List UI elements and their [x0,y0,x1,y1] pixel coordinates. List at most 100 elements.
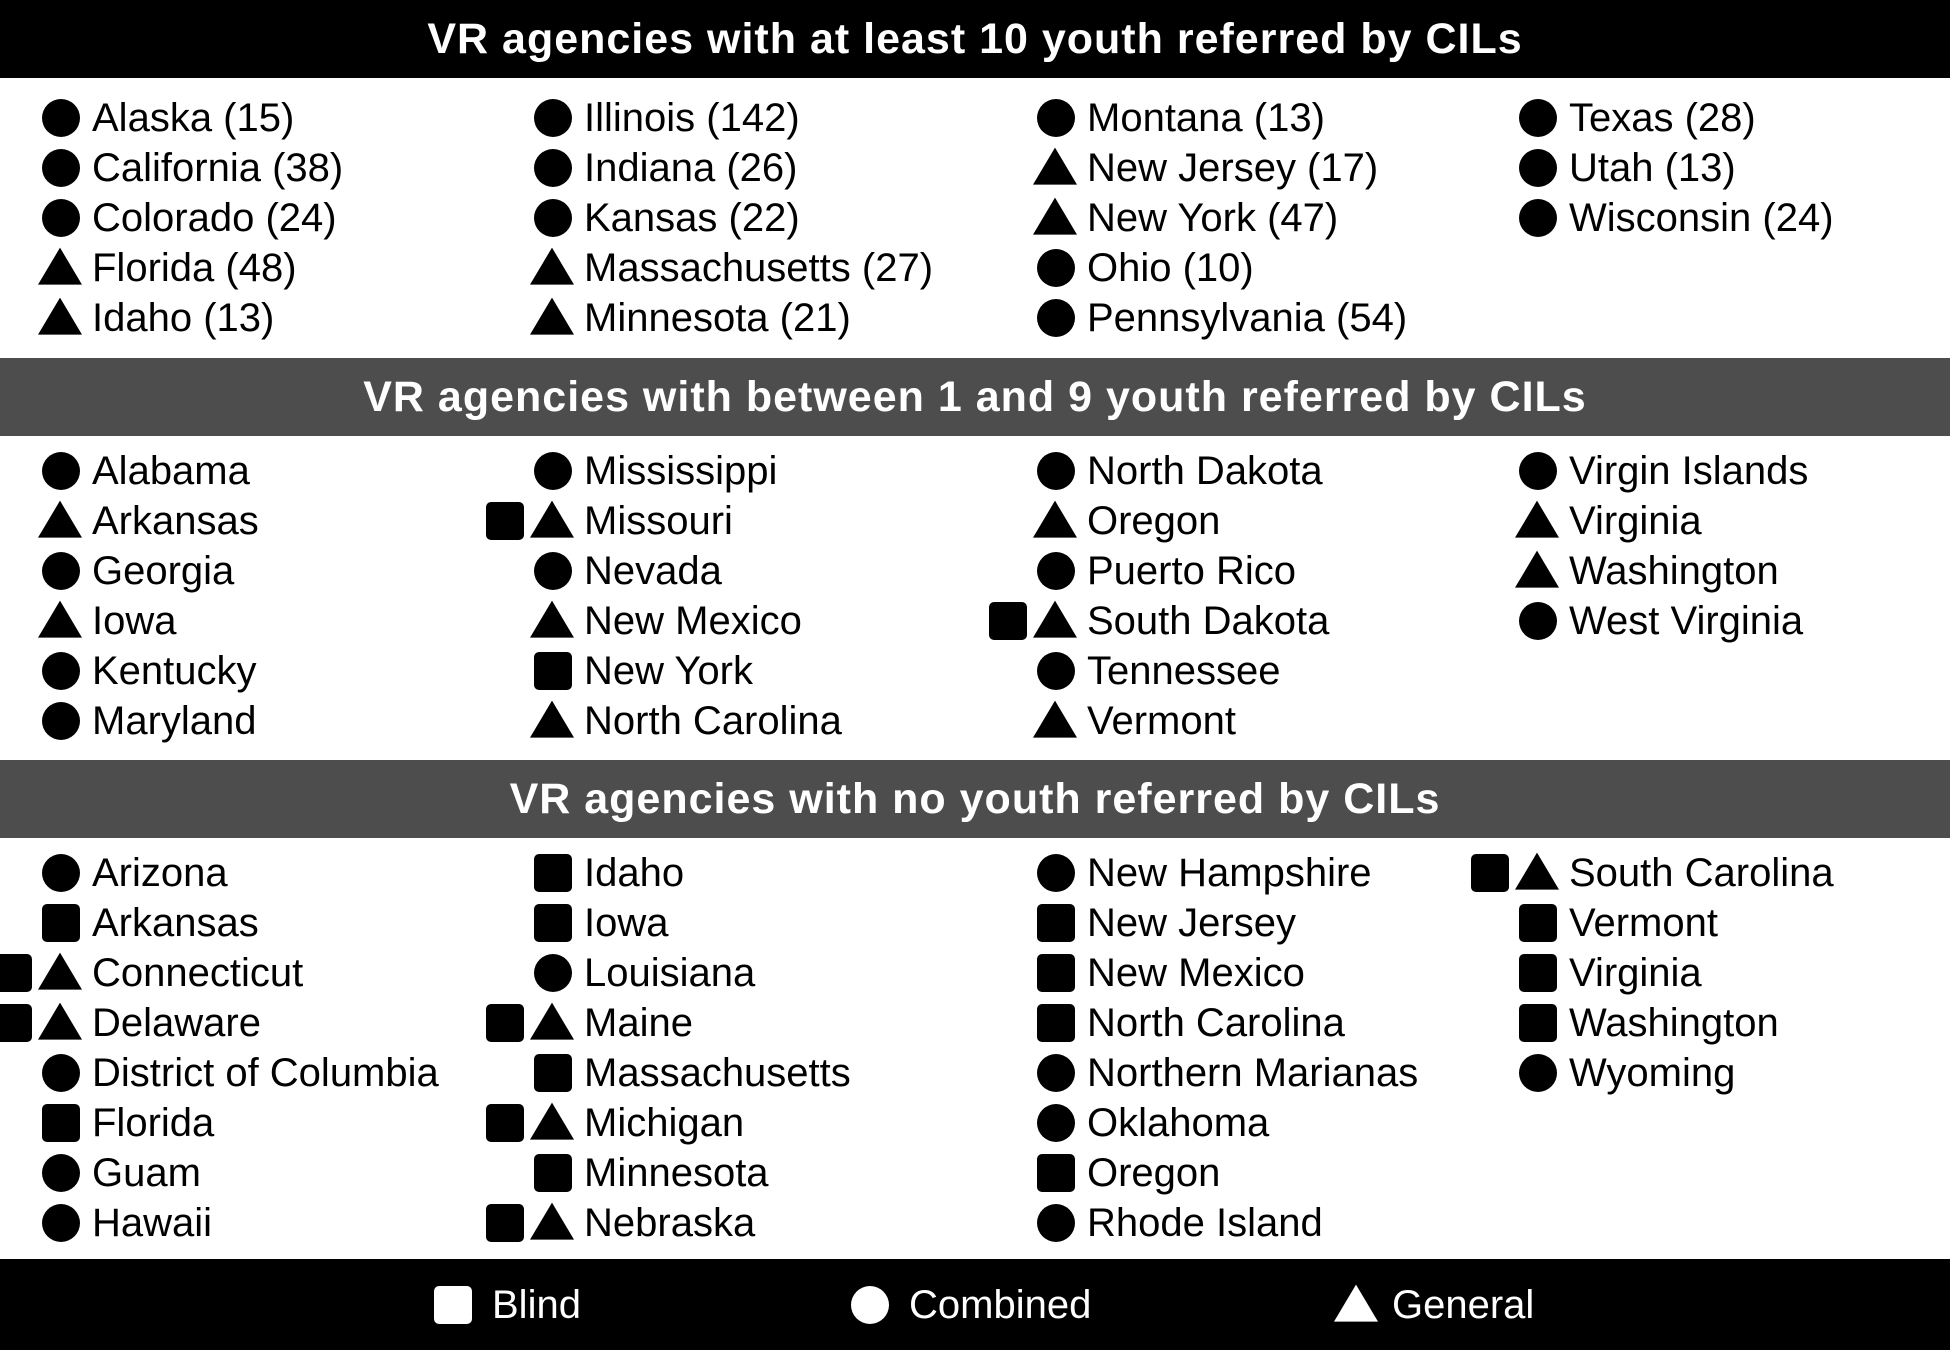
agency-label: Montana (13) [1087,96,1325,140]
list-column: South Carolina Vermont Virginia Washington W… [1471,848,1950,1098]
square-icon [0,954,32,992]
agency-label: Illinois (142) [584,96,800,140]
list-item: Virginia [1495,948,1950,998]
list-item: Louisiana [510,948,1000,998]
agency-type-icons [1013,93,1077,143]
agency-type-icons [510,546,574,596]
square-icon [1037,954,1075,992]
section-title: VR agencies with at least 10 youth refer… [427,14,1523,63]
triangle-icon [1033,500,1077,538]
agency-label: Ohio (10) [1087,246,1254,290]
agency-label: North Carolina [1087,1001,1345,1045]
list-item: New Jersey (17) [1013,143,1503,193]
agency-type-icons [510,1148,574,1198]
square-icon [1037,1004,1075,1042]
agency-type-icons [510,848,574,898]
agency-type-icons [510,1048,574,1098]
agency-label: Guam [92,1151,201,1195]
agency-type-icons [18,848,82,898]
agency-label: New York [584,649,753,693]
list-item: Alaska (15) [18,93,508,143]
agency-label: Arkansas [92,499,259,543]
list-item: Connecticut [0,948,508,998]
list-item: Delaware [0,998,508,1048]
triangle-icon [530,247,574,285]
agency-label: Maine [584,1001,693,1045]
agency-type-icons [18,93,82,143]
triangle-icon [1334,1284,1378,1322]
list-item: Colorado (24) [18,193,508,243]
agency-type-icons [1013,1148,1077,1198]
agency-label: District of Columbia [92,1051,439,1095]
agency-label: Alabama [92,449,250,493]
circle-icon [534,552,572,590]
agency-type-icons [1495,948,1559,998]
circle-icon [42,452,80,490]
agency-label: New Jersey (17) [1087,146,1379,190]
square-icon [1037,904,1075,942]
list-item: New Mexico [1013,948,1503,998]
agency-label: New Mexico [584,599,802,643]
section-header-none: VR agencies with no youth referred by CI… [0,760,1950,838]
triangle-icon [530,700,574,738]
square-icon [1037,1154,1075,1192]
agency-type-icons [1495,596,1559,646]
agency-type-icons [18,496,82,546]
agency-label: New Hampshire [1087,851,1372,895]
list-item: New York [510,646,1000,696]
list-item: Montana (13) [1013,93,1503,143]
section-title: VR agencies with no youth referred by CI… [509,774,1441,823]
list-column: Texas (28) Utah (13) Wisconsin (24) [1495,93,1950,243]
square-icon [1519,1004,1557,1042]
agency-type-icons [510,696,574,746]
square-icon [486,1104,524,1142]
square-icon [42,904,80,942]
agency-label: Missouri [584,499,733,543]
agency-type-icons [0,998,82,1048]
triangle-icon [530,297,574,335]
agency-type-icons [510,898,574,948]
triangle-icon [1515,500,1559,538]
triangle-icon [38,952,82,990]
list-column: Montana (13) New Jersey (17) New York (47)… [1013,93,1503,343]
agency-label: Georgia [92,549,235,593]
agency-type-icons [18,193,82,243]
list-item: Iowa [510,898,1000,948]
agency-label: Massachusetts [584,1051,851,1095]
circle-icon [42,552,80,590]
list-item: South Dakota [989,596,1503,646]
list-item: Arkansas [18,496,508,546]
list-item: Tennessee [1013,646,1503,696]
circle-icon [1519,199,1557,237]
square-icon [1519,954,1557,992]
circle-icon [1519,99,1557,137]
list-item: Missouri [486,496,1000,546]
agency-label: Utah (13) [1569,146,1736,190]
circle-icon [534,954,572,992]
square-icon [1471,854,1509,892]
agency-label: New Jersey [1087,901,1296,945]
circle-icon [42,1204,80,1242]
agency-type-icons [1013,243,1077,293]
agency-label: Wyoming [1569,1051,1736,1095]
square-icon [534,854,572,892]
agency-label: Indiana (26) [584,146,798,190]
list-item: Maine [486,998,1000,1048]
list-column: Alaska (15) California (38) Colorado (24) F… [18,93,508,343]
square-icon [1519,904,1557,942]
square-icon [434,1285,472,1324]
agency-label: Wisconsin (24) [1569,196,1834,240]
agency-type-icons [18,1098,82,1148]
agency-type-icons [18,546,82,596]
agency-label: Arizona [92,851,228,895]
agency-type-icons [510,646,574,696]
triangle-icon [1515,550,1559,588]
agency-type-icons [1013,696,1077,746]
list-item: Pennsylvania (54) [1013,293,1503,343]
list-item: Northern Marianas [1013,1048,1503,1098]
agency-type-icons [1013,293,1077,343]
circle-icon [1037,249,1075,287]
agency-label: Massachusetts (27) [584,246,934,290]
agency-type-icons [1013,1098,1077,1148]
triangle-icon [530,1102,574,1140]
